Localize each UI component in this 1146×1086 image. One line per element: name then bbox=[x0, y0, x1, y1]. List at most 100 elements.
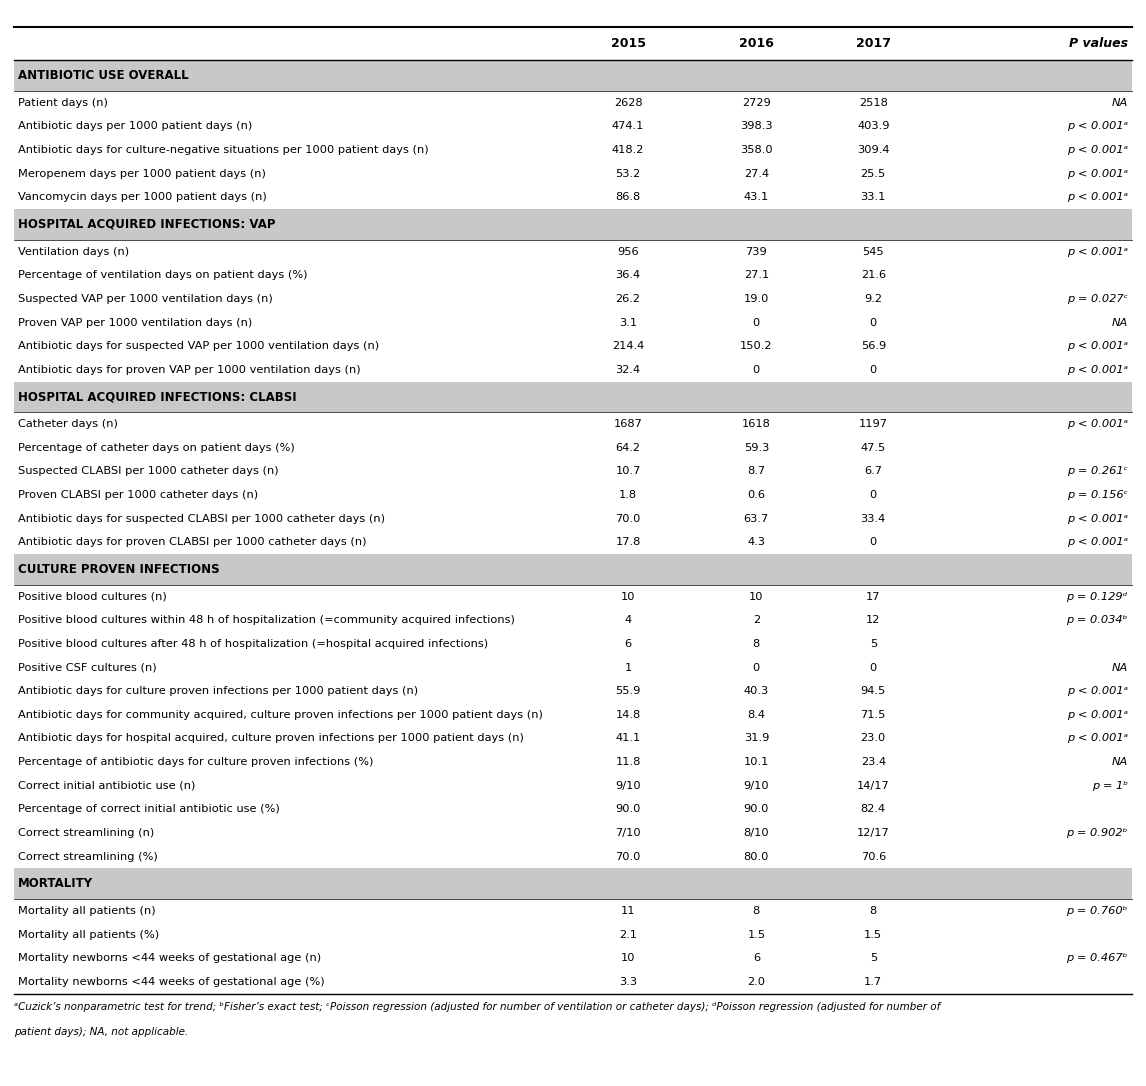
Text: 150.2: 150.2 bbox=[740, 341, 772, 351]
Text: 7/10: 7/10 bbox=[615, 828, 641, 838]
Text: 64.2: 64.2 bbox=[615, 443, 641, 453]
Text: NA: NA bbox=[1112, 662, 1128, 672]
Text: 36.4: 36.4 bbox=[615, 270, 641, 280]
Text: 33.1: 33.1 bbox=[861, 192, 886, 202]
Text: 10.7: 10.7 bbox=[615, 466, 641, 477]
Text: 9.2: 9.2 bbox=[864, 294, 882, 304]
Text: patient days); NA, not applicable.: patient days); NA, not applicable. bbox=[14, 1026, 188, 1037]
Text: 70.6: 70.6 bbox=[861, 851, 886, 861]
Text: 1618: 1618 bbox=[741, 419, 771, 429]
Text: 2: 2 bbox=[753, 616, 760, 626]
Text: Mortality newborns <44 weeks of gestational age (n): Mortality newborns <44 weeks of gestatio… bbox=[18, 954, 322, 963]
Text: 8: 8 bbox=[753, 906, 760, 915]
Text: Percentage of correct initial antibiotic use (%): Percentage of correct initial antibiotic… bbox=[18, 805, 280, 814]
Bar bbox=[14, 483, 1132, 507]
Text: Catheter days (n): Catheter days (n) bbox=[18, 419, 118, 429]
Text: 0: 0 bbox=[870, 662, 877, 672]
Bar bbox=[14, 608, 1132, 632]
Text: 59.3: 59.3 bbox=[744, 443, 769, 453]
Bar bbox=[14, 240, 1132, 264]
Text: 1.5: 1.5 bbox=[747, 930, 766, 939]
Text: 10: 10 bbox=[621, 954, 635, 963]
Text: Antibiotic days per 1000 patient days (n): Antibiotic days per 1000 patient days (n… bbox=[18, 122, 252, 131]
Text: 55.9: 55.9 bbox=[615, 686, 641, 696]
Text: 90.0: 90.0 bbox=[744, 805, 769, 814]
Text: 8/10: 8/10 bbox=[744, 828, 769, 838]
Text: 27.1: 27.1 bbox=[744, 270, 769, 280]
Text: 1687: 1687 bbox=[613, 419, 643, 429]
Text: 739: 739 bbox=[746, 247, 767, 256]
Text: Mortality newborns <44 weeks of gestational age (%): Mortality newborns <44 weeks of gestatio… bbox=[18, 977, 325, 987]
Text: p < 0.001ᵃ: p < 0.001ᵃ bbox=[1067, 538, 1128, 547]
Text: p < 0.001ᵃ: p < 0.001ᵃ bbox=[1067, 365, 1128, 375]
Text: 4: 4 bbox=[625, 616, 631, 626]
Text: 9/10: 9/10 bbox=[744, 781, 769, 791]
Text: p = 0.902ᵇ: p = 0.902ᵇ bbox=[1066, 828, 1128, 838]
Text: 32.4: 32.4 bbox=[615, 365, 641, 375]
Text: Mortality all patients (n): Mortality all patients (n) bbox=[18, 906, 156, 915]
Text: 956: 956 bbox=[618, 247, 638, 256]
Text: Mortality all patients (%): Mortality all patients (%) bbox=[18, 930, 159, 939]
Text: Proven VAP per 1000 ventilation days (n): Proven VAP per 1000 ventilation days (n) bbox=[18, 317, 252, 328]
Text: Positive blood cultures (n): Positive blood cultures (n) bbox=[18, 592, 167, 602]
Text: Positive blood cultures after 48 h of hospitalization (=hospital acquired infect: Positive blood cultures after 48 h of ho… bbox=[18, 639, 488, 649]
Bar bbox=[14, 435, 1132, 459]
Text: 4.3: 4.3 bbox=[747, 538, 766, 547]
Text: 2015: 2015 bbox=[611, 37, 645, 50]
Text: p = 0.467ᵇ: p = 0.467ᵇ bbox=[1066, 954, 1128, 963]
Bar bbox=[14, 186, 1132, 210]
Bar bbox=[14, 821, 1132, 845]
Text: 14/17: 14/17 bbox=[857, 781, 889, 791]
Text: Antibiotic days for proven CLABSI per 1000 catheter days (n): Antibiotic days for proven CLABSI per 10… bbox=[18, 538, 367, 547]
Bar bbox=[14, 632, 1132, 656]
Text: Antibiotic days for proven VAP per 1000 ventilation days (n): Antibiotic days for proven VAP per 1000 … bbox=[18, 365, 361, 375]
Text: 43.1: 43.1 bbox=[744, 192, 769, 202]
Text: 56.9: 56.9 bbox=[861, 341, 886, 351]
Text: Meropenem days per 1000 patient days (n): Meropenem days per 1000 patient days (n) bbox=[18, 168, 266, 179]
Text: p < 0.001ᵃ: p < 0.001ᵃ bbox=[1067, 146, 1128, 155]
Text: p = 0.027ᶜ: p = 0.027ᶜ bbox=[1067, 294, 1128, 304]
Text: 26.2: 26.2 bbox=[615, 294, 641, 304]
Bar bbox=[14, 656, 1132, 680]
Text: 23.4: 23.4 bbox=[861, 757, 886, 767]
Text: 0: 0 bbox=[753, 317, 760, 328]
Text: 63.7: 63.7 bbox=[744, 514, 769, 523]
Text: Vancomycin days per 1000 patient days (n): Vancomycin days per 1000 patient days (n… bbox=[18, 192, 267, 202]
Text: HOSPITAL ACQUIRED INFECTIONS: VAP: HOSPITAL ACQUIRED INFECTIONS: VAP bbox=[18, 218, 276, 231]
Bar bbox=[14, 727, 1132, 750]
Bar bbox=[14, 507, 1132, 530]
Text: 1: 1 bbox=[625, 662, 631, 672]
Text: Antibiotic days for suspected VAP per 1000 ventilation days (n): Antibiotic days for suspected VAP per 10… bbox=[18, 341, 379, 351]
Text: Positive blood cultures within 48 h of hospitalization (=community acquired infe: Positive blood cultures within 48 h of h… bbox=[18, 616, 516, 626]
Bar bbox=[14, 381, 1132, 413]
Bar bbox=[14, 923, 1132, 946]
Text: 1.5: 1.5 bbox=[864, 930, 882, 939]
Text: 2628: 2628 bbox=[614, 98, 642, 108]
Text: 1.8: 1.8 bbox=[619, 490, 637, 500]
Text: 17.8: 17.8 bbox=[615, 538, 641, 547]
Text: 0: 0 bbox=[870, 365, 877, 375]
Text: p < 0.001ᵃ: p < 0.001ᵃ bbox=[1067, 122, 1128, 131]
Text: p = 0.760ᵇ: p = 0.760ᵇ bbox=[1066, 906, 1128, 915]
Text: 2016: 2016 bbox=[739, 37, 774, 50]
Bar bbox=[14, 946, 1132, 970]
Text: 94.5: 94.5 bbox=[861, 686, 886, 696]
Bar bbox=[14, 162, 1132, 186]
Bar bbox=[14, 287, 1132, 311]
Text: Correct streamlining (n): Correct streamlining (n) bbox=[18, 828, 155, 838]
Text: 70.0: 70.0 bbox=[615, 851, 641, 861]
Text: p = 0.034ᵇ: p = 0.034ᵇ bbox=[1066, 616, 1128, 626]
Bar bbox=[14, 413, 1132, 435]
Text: p < 0.001ᵃ: p < 0.001ᵃ bbox=[1067, 168, 1128, 179]
Bar bbox=[14, 459, 1132, 483]
Text: HOSPITAL ACQUIRED INFECTIONS: CLABSI: HOSPITAL ACQUIRED INFECTIONS: CLABSI bbox=[18, 391, 297, 404]
Text: 0.6: 0.6 bbox=[747, 490, 766, 500]
Text: p = 1ᵇ: p = 1ᵇ bbox=[1091, 781, 1128, 791]
Text: 25.5: 25.5 bbox=[861, 168, 886, 179]
Text: 14.8: 14.8 bbox=[615, 710, 641, 720]
Text: 5: 5 bbox=[870, 954, 877, 963]
Text: p = 0.129ᵈ: p = 0.129ᵈ bbox=[1067, 592, 1128, 602]
Text: Antibiotic days for community acquired, culture proven infections per 1000 patie: Antibiotic days for community acquired, … bbox=[18, 710, 543, 720]
Text: ANTIBIOTIC USE OVERALL: ANTIBIOTIC USE OVERALL bbox=[18, 70, 189, 83]
Text: 1.7: 1.7 bbox=[864, 977, 882, 987]
